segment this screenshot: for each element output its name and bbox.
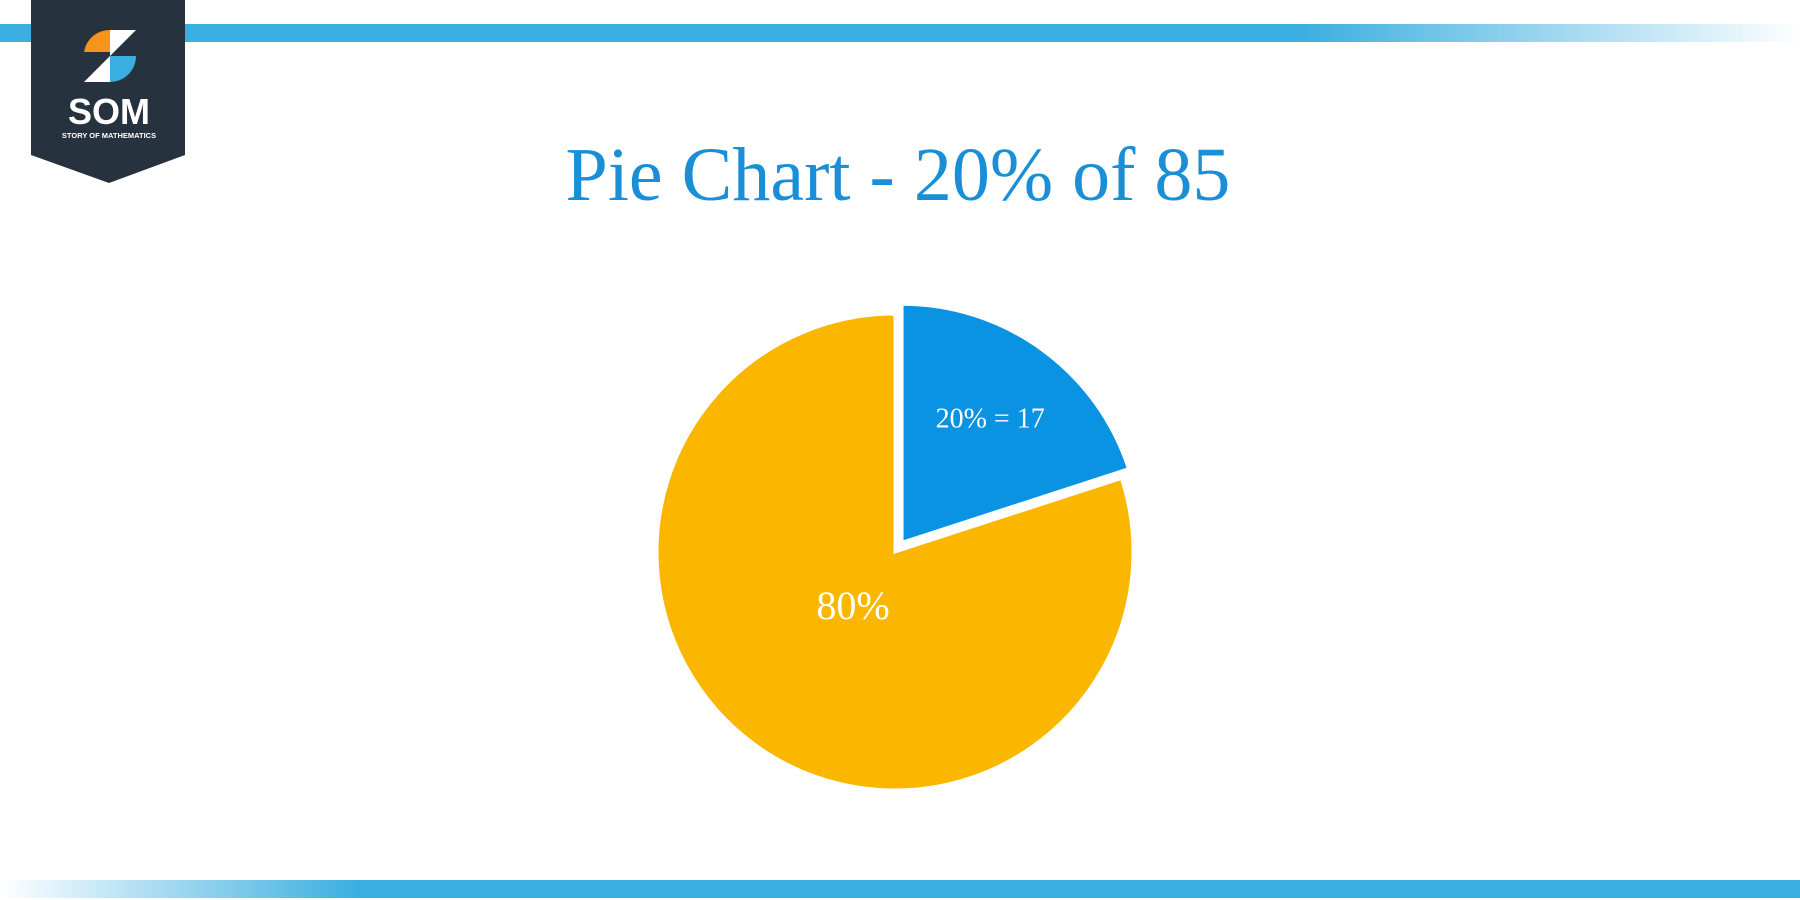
chart-title: Pie Chart - 20% of 85 (566, 133, 1231, 217)
top-bar (0, 24, 1800, 42)
logo-icon (110, 56, 136, 82)
pie-slice (900, 302, 1131, 545)
logo-icon (84, 30, 136, 82)
logo-icon (84, 29, 110, 52)
logo: SOM STORY OF MATHEMATICS (31, 0, 185, 183)
value-label: 20% = 17 (936, 403, 1045, 434)
pie-slice (655, 312, 1135, 792)
logo-subtitle: STORY OF MATHEMATICS (62, 131, 156, 140)
bottom-bar (0, 880, 1800, 898)
pie: 20% = 17 80% (655, 302, 1135, 792)
logo-badge (31, 0, 185, 183)
logo-text: SOM (68, 91, 150, 132)
value-label: 80% (816, 583, 889, 628)
